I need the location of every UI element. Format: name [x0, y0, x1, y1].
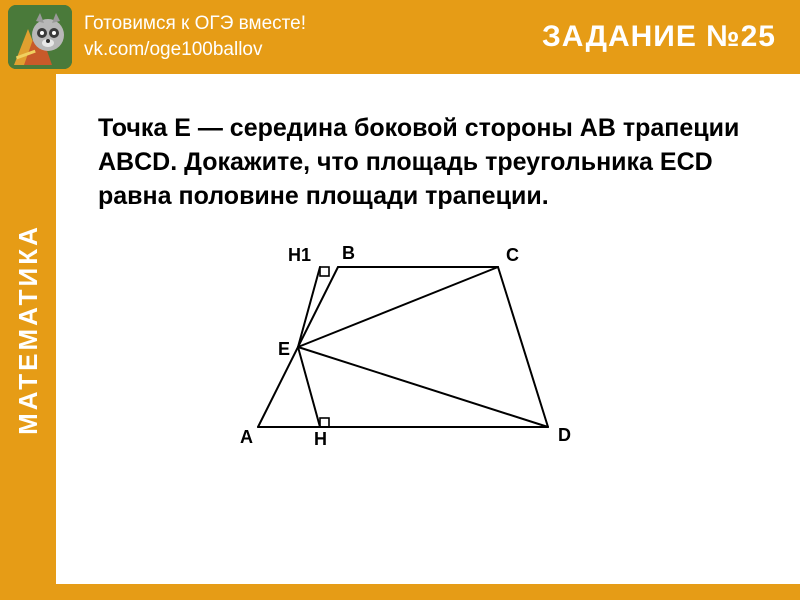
header-title-block: Готовимся к ОГЭ вместе! vk.com/oge100bal…: [84, 11, 306, 62]
svg-text:H: H: [314, 429, 327, 447]
bottom-bar: [0, 584, 800, 600]
header-title-line2: vk.com/oge100ballov: [84, 37, 306, 63]
sidebar: МАТЕМАТИКА: [0, 74, 56, 584]
diagram-svg: A B C D E H H1: [238, 237, 578, 447]
svg-text:B: B: [342, 243, 355, 263]
problem-text: Точка E — середина боковой стороны AB тр…: [98, 112, 758, 213]
raccoon-icon: [8, 5, 72, 69]
geometry-diagram: A B C D E H H1: [238, 237, 758, 452]
svg-text:H1: H1: [288, 245, 311, 265]
svg-text:E: E: [278, 339, 290, 359]
sidebar-label: МАТЕМАТИКА: [13, 224, 44, 435]
task-label: ЗАДАНИЕ №25: [542, 20, 776, 54]
header-title-line1: Готовимся к ОГЭ вместе!: [84, 11, 306, 37]
avatar: [8, 5, 72, 69]
header-bar: Готовимся к ОГЭ вместе! vk.com/oge100bal…: [0, 0, 800, 74]
content-area: Точка E — середина боковой стороны AB тр…: [56, 74, 800, 584]
svg-text:A: A: [240, 427, 253, 447]
svg-text:D: D: [558, 425, 571, 445]
svg-text:C: C: [506, 245, 519, 265]
